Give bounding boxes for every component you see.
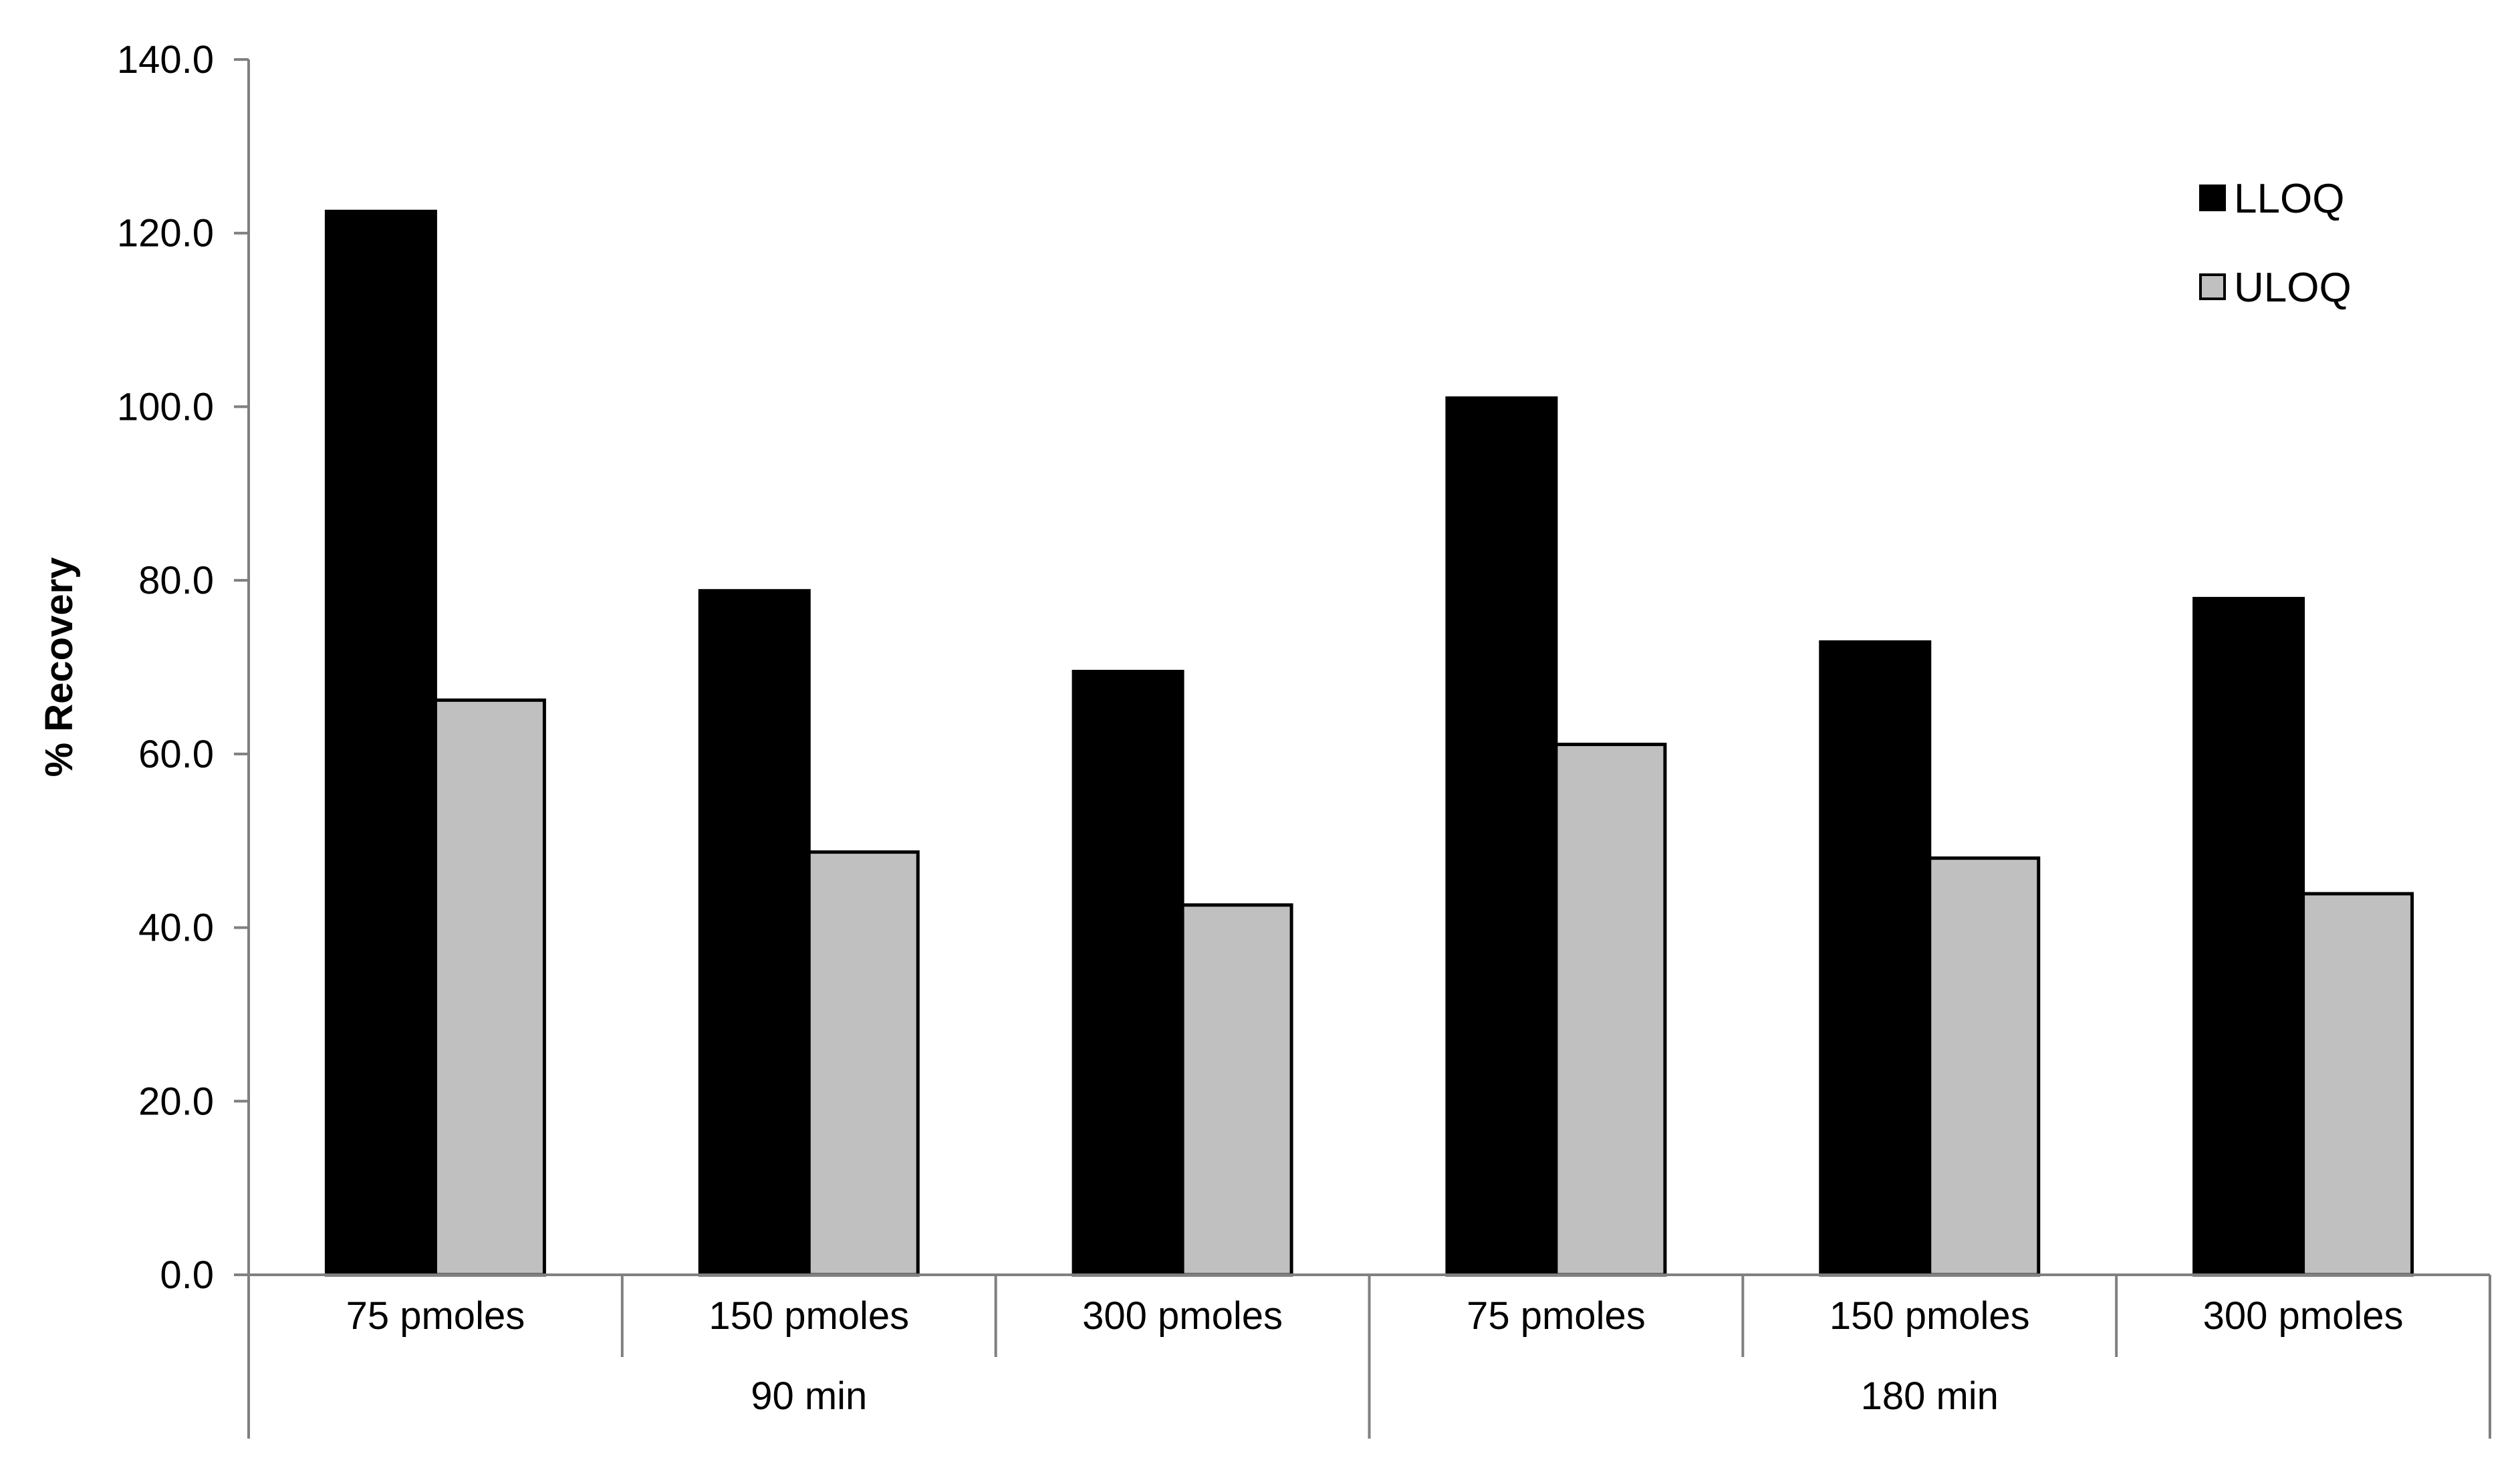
bar-lloq-1 [324,209,437,1277]
y-tick-label: 60.0 [138,733,214,776]
x-category-label: 300 pmoles [2203,1294,2404,1338]
bar-lloq-2 [698,589,811,1277]
y-axis-title: % Recovery [37,558,81,777]
bar-uloq-4 [1554,743,1667,1277]
y-tick-label: 40.0 [138,906,214,950]
bar-lloq-4 [1445,396,1558,1277]
legend-label-uloq: ULOQ [2234,265,2352,311]
x-category-label: 75 pmoles [1467,1294,1646,1338]
bar-lloq-6 [2192,596,2305,1277]
bar-lloq-5 [1819,640,1932,1277]
x-category-label: 150 pmoles [1830,1294,2030,1338]
bar-lloq-3 [1072,669,1184,1277]
bar-uloq-5 [1928,856,2041,1277]
labels-layer: 0.0 20.0 40.0 60.0 80.0 100.0 120.0 140.0 75 pmo… [37,38,2404,1418]
x-category-label: 75 pmoles [346,1294,525,1338]
bars-layer [324,209,2414,1277]
legend-swatch-lloq [2199,185,2226,211]
x-category-label: 300 pmoles [1082,1294,1283,1338]
y-tick-label: 0.0 [160,1253,214,1297]
y-tick-label: 80.0 [138,559,214,602]
x-category-label: 150 pmoles [709,1294,909,1338]
bar-uloq-3 [1180,903,1293,1277]
bar-uloq-2 [807,850,920,1277]
x-group-label: 180 min [1861,1374,1999,1418]
y-tick-label: 20.0 [138,1080,214,1123]
x-group-label: 90 min [751,1374,867,1418]
bar-uloq-1 [433,698,546,1277]
axes-layer [234,58,2491,1439]
y-tick-label: 100.0 [117,385,214,429]
bar-uloq-6 [2301,892,2414,1277]
legend-swatch-uloq [2199,273,2226,300]
legend: LLOQ ULOQ [2199,176,2352,311]
y-tick-label: 140.0 [117,38,214,82]
y-tick-label: 120.0 [117,212,214,255]
legend-label-lloq: LLOQ [2234,176,2344,222]
